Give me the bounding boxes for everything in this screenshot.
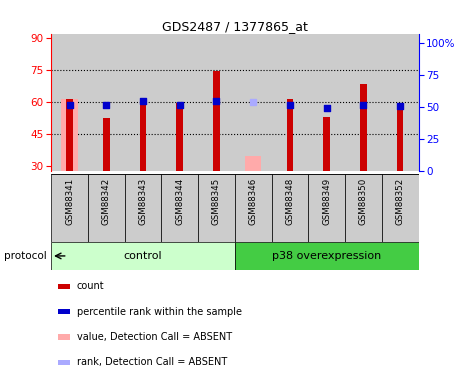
Text: protocol: protocol [4, 251, 46, 261]
Text: GSM88346: GSM88346 [249, 178, 258, 225]
Point [286, 102, 294, 108]
Text: value, Detection Call = ABSENT: value, Detection Call = ABSENT [77, 332, 232, 342]
Point [360, 102, 367, 108]
Text: GSM88348: GSM88348 [286, 178, 294, 225]
Bar [59, 309, 70, 314]
Bar [235, 242, 418, 270]
Text: GSM88341: GSM88341 [65, 178, 74, 225]
Bar [125, 34, 161, 171]
Bar [140, 101, 146, 171]
Text: GSM88345: GSM88345 [212, 178, 221, 225]
Point [213, 98, 220, 104]
Point [396, 104, 404, 110]
Bar [308, 174, 345, 242]
Bar [323, 117, 330, 171]
Text: p38 overexpression: p38 overexpression [272, 251, 381, 261]
Text: count: count [77, 281, 105, 291]
Bar [125, 174, 161, 242]
Bar [59, 360, 70, 365]
Bar [245, 156, 261, 171]
Bar [235, 174, 272, 242]
Bar [66, 99, 73, 171]
Bar [235, 34, 272, 171]
Text: GSM88352: GSM88352 [396, 178, 405, 225]
Text: GSM88343: GSM88343 [139, 178, 147, 225]
Bar [88, 174, 125, 242]
Point [66, 102, 73, 108]
Bar [345, 174, 382, 242]
Bar [397, 105, 404, 171]
Title: GDS2487 / 1377865_at: GDS2487 / 1377865_at [162, 20, 308, 33]
Bar [272, 34, 308, 171]
Text: control: control [124, 251, 162, 261]
Point [102, 102, 110, 108]
Bar [360, 84, 367, 171]
Point [176, 102, 183, 108]
Bar [382, 34, 418, 171]
Text: percentile rank within the sample: percentile rank within the sample [77, 307, 242, 317]
Bar [286, 99, 293, 171]
Bar [103, 118, 110, 171]
Bar [51, 174, 88, 242]
Bar [198, 34, 235, 171]
Point [323, 105, 330, 111]
Bar [345, 34, 382, 171]
Bar [213, 71, 220, 171]
Text: GSM88342: GSM88342 [102, 178, 111, 225]
Bar [382, 174, 418, 242]
Point [249, 99, 257, 105]
Bar [51, 242, 235, 270]
Bar [176, 103, 183, 171]
Text: GSM88344: GSM88344 [175, 178, 184, 225]
Bar [61, 99, 78, 171]
Text: GSM88349: GSM88349 [322, 178, 331, 225]
Bar [272, 174, 308, 242]
Point [139, 98, 146, 104]
Bar [88, 34, 125, 171]
Text: GSM88350: GSM88350 [359, 178, 368, 225]
Bar [198, 174, 235, 242]
Bar [51, 34, 88, 171]
Text: rank, Detection Call = ABSENT: rank, Detection Call = ABSENT [77, 357, 227, 368]
Bar [308, 34, 345, 171]
Bar [59, 284, 70, 289]
Bar [161, 34, 198, 171]
Bar [59, 334, 70, 340]
Bar [161, 174, 198, 242]
